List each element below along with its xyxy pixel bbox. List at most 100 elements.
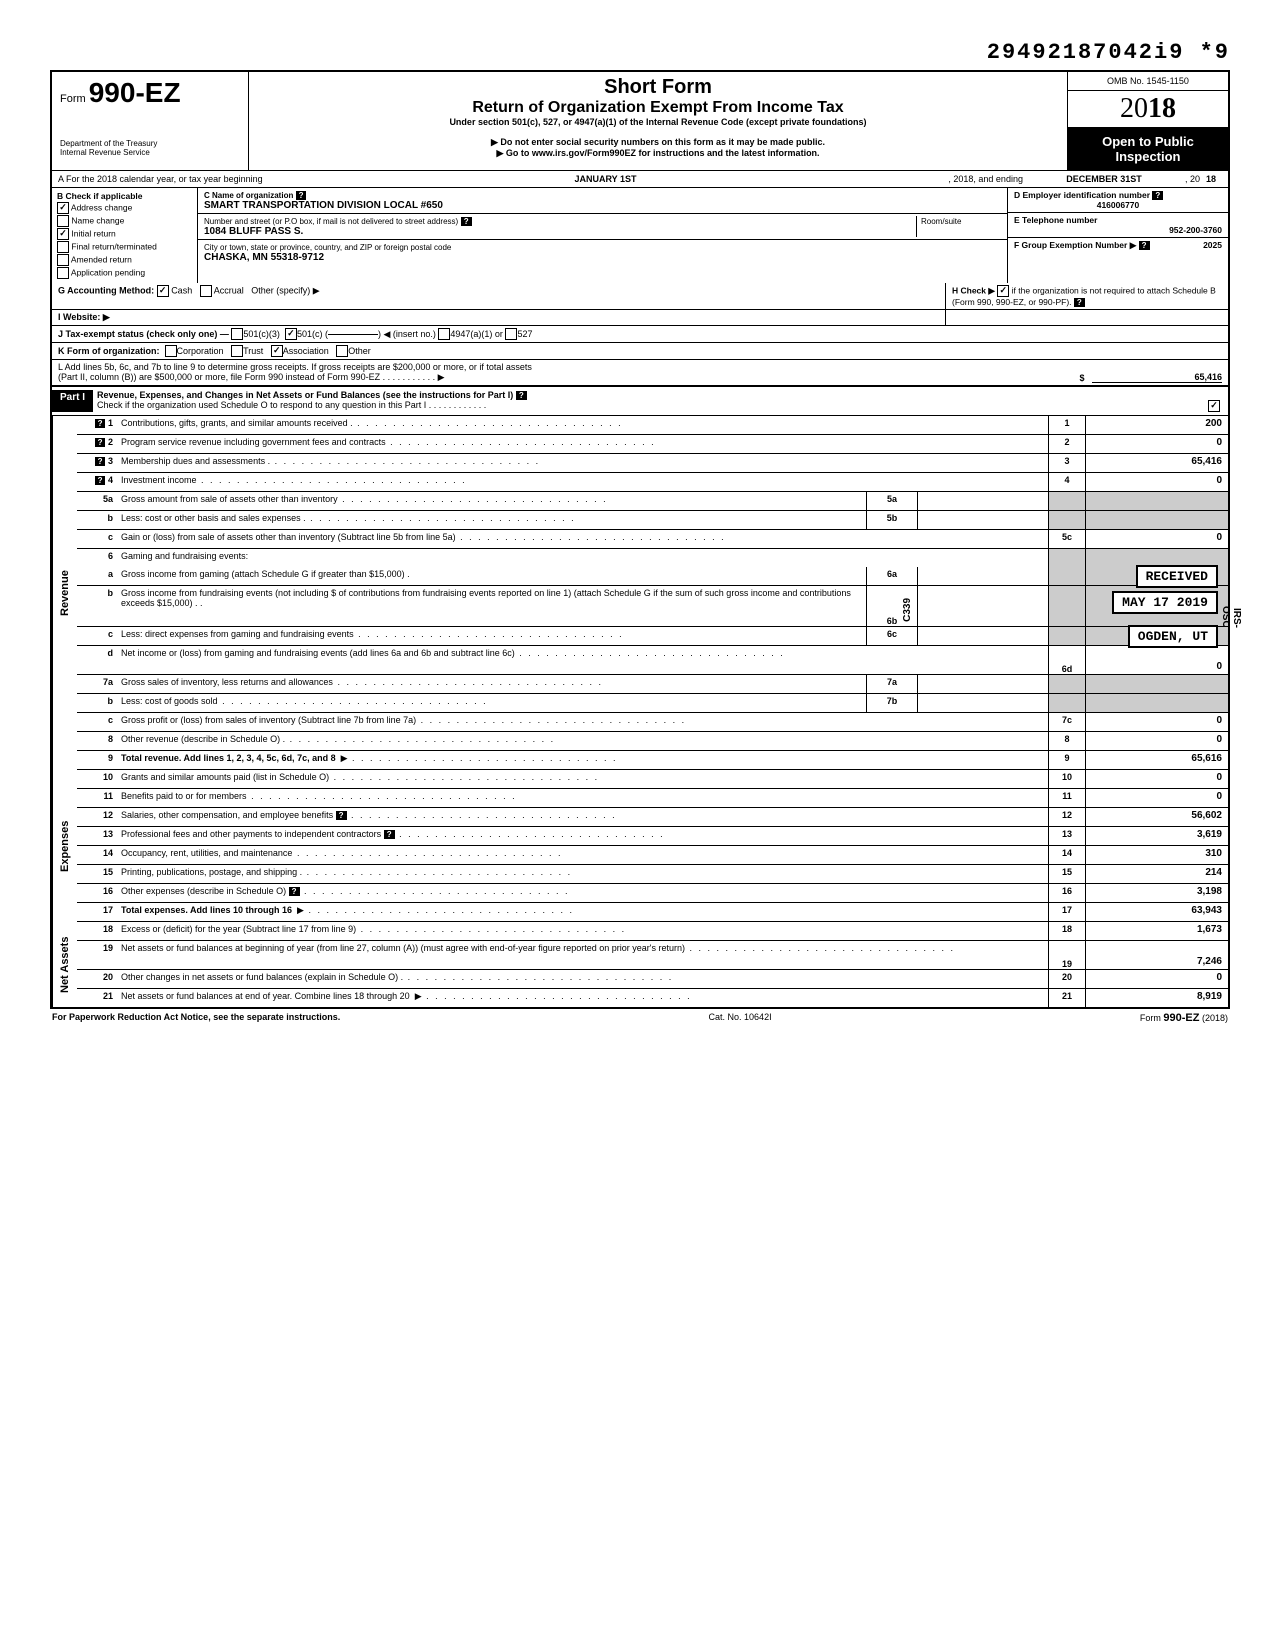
line-18-amt: 1,673 <box>1085 922 1228 940</box>
dept-irs: Internal Revenue Service <box>60 148 240 157</box>
checkbox-final-return[interactable] <box>57 241 69 253</box>
checkbox-4947[interactable] <box>438 328 450 340</box>
line-12-text: Salaries, other compensation, and employ… <box>121 810 333 820</box>
line-17-amt: 63,943 <box>1085 903 1228 921</box>
part-i: Part I Revenue, Expenses, and Changes in… <box>50 387 1230 1009</box>
line-14-desc: Occupancy, rent, utilities, and maintena… <box>117 846 1048 864</box>
footer-right-label: Form <box>1140 1013 1161 1023</box>
line-3-desc: Membership dues and assessments . <box>117 454 1048 472</box>
row-a-begin: JANUARY 1ST <box>269 174 943 184</box>
help-icon[interactable]: ? <box>296 191 307 200</box>
line-17-box: 17 <box>1048 903 1085 921</box>
checkbox-pending[interactable] <box>57 267 69 279</box>
street-value: 1084 BLUFF PASS S. <box>204 226 303 237</box>
checkbox-other-org[interactable] <box>336 345 348 357</box>
form-number: Form 990-EZ <box>60 77 240 109</box>
line-7c-box: 7c <box>1048 713 1085 731</box>
help-icon[interactable]: ? <box>384 830 395 839</box>
row-l-text2: (Part II, column (B)) are $500,000 or mo… <box>58 372 1072 383</box>
line-10-box: 10 <box>1048 770 1085 788</box>
label-pending: Application pending <box>71 267 145 277</box>
checkbox-accrual[interactable] <box>200 285 212 297</box>
row-k: K Form of organization: Corporation Trus… <box>50 343 1230 360</box>
line-14-box: 14 <box>1048 846 1085 864</box>
line-4-box: 4 <box>1048 473 1085 491</box>
checkbox-initial-return[interactable]: ✓ <box>57 228 69 240</box>
help-icon[interactable]: ? <box>95 457 106 466</box>
help-icon[interactable]: ? <box>1139 241 1150 250</box>
line-6a-sub: 6a <box>866 567 917 585</box>
line-7c-desc: Gross profit or (loss) from sales of inv… <box>117 713 1048 731</box>
checkbox-trust[interactable] <box>231 345 243 357</box>
line-5b-desc: Less: cost or other basis and sales expe… <box>117 511 866 529</box>
line-6a-desc: Gross income from gaming (attach Schedul… <box>117 567 866 585</box>
line-6b-desc: Gross income from fundraising events (no… <box>117 586 866 626</box>
checkbox-527[interactable] <box>505 328 517 340</box>
checkbox-corporation[interactable] <box>165 345 177 357</box>
checkbox-501c3[interactable] <box>231 328 243 340</box>
j-label: J Tax-exempt status (check only one) — <box>58 329 229 339</box>
checkbox-name-change[interactable] <box>57 215 69 227</box>
help-icon[interactable]: ? <box>516 391 527 400</box>
line-2-amt: 0 <box>1085 435 1228 453</box>
line-7b-sub: 7b <box>866 694 917 712</box>
line-13-text: Professional fees and other payments to … <box>121 829 381 839</box>
part-i-title: Revenue, Expenses, and Changes in Net As… <box>93 390 1228 412</box>
label-amended: Amended return <box>71 254 132 264</box>
g-label: G Accounting Method: <box>58 285 154 295</box>
part-i-check-text: Check if the organization used Schedule … <box>97 400 486 410</box>
line-4-amt: 0 <box>1085 473 1228 491</box>
footer-left-text: For Paperwork Reduction Act Notice, see … <box>52 1012 340 1022</box>
c339-stamp: C339 <box>902 598 913 622</box>
help-icon[interactable]: ? <box>95 476 106 485</box>
help-icon[interactable]: ? <box>461 217 472 226</box>
i-label: I Website: ▶ <box>58 312 110 322</box>
line-3-amt: 65,416 <box>1085 454 1228 472</box>
subtitle: Under section 501(c), 527, or 4947(a)(1)… <box>259 117 1057 127</box>
expenses-section: Expenses 10Grants and similar amounts pa… <box>52 770 1228 922</box>
note-ssn: ▶ Do not enter social security numbers o… <box>259 137 1057 148</box>
help-icon[interactable]: ? <box>1152 191 1163 200</box>
line-9-desc: Total revenue. Add lines 1, 2, 3, 4, 5c,… <box>117 751 1048 769</box>
label-address-change: Address change <box>71 202 132 212</box>
label-corporation: Corporation <box>177 346 224 356</box>
form-number-big: 990-EZ <box>89 77 181 108</box>
label-501c: 501(c) ( <box>297 329 328 339</box>
row-l-amount: 65,416 <box>1092 372 1222 383</box>
street-label: Number and street (or P.O box, if mail i… <box>204 217 458 226</box>
page-footer: For Paperwork Reduction Act Notice, see … <box>50 1009 1230 1027</box>
form-header: Form 990-EZ Department of the Treasury I… <box>50 70 1230 170</box>
help-icon[interactable]: ? <box>336 811 347 820</box>
checkbox-amended[interactable] <box>57 254 69 266</box>
row-j: J Tax-exempt status (check only one) — 5… <box>50 326 1230 343</box>
line-18-desc: Excess or (deficit) for the year (Subtra… <box>117 922 1048 940</box>
help-icon[interactable]: ? <box>289 887 300 896</box>
checkbox-address-change[interactable]: ✓ <box>57 202 69 214</box>
row-i: I Website: ▶ <box>50 310 1230 326</box>
line-12-box: 12 <box>1048 808 1085 826</box>
col-b-header: B Check if applicable <box>57 191 192 201</box>
line-20-box: 20 <box>1048 970 1085 988</box>
short-form-title: Short Form <box>259 76 1057 99</box>
checkbox-h[interactable]: ✓ <box>997 285 1009 297</box>
ogden-stamp: OGDEN, UT <box>1128 625 1218 648</box>
help-icon[interactable]: ? <box>1074 298 1085 307</box>
line-16-desc: Other expenses (describe in Schedule O) … <box>117 884 1048 902</box>
line-21-text: Net assets or fund balances at end of ye… <box>121 991 410 1001</box>
line-5c-box: 5c <box>1048 530 1085 548</box>
checkbox-schedule-o[interactable]: ✓ <box>1208 400 1220 412</box>
return-title: Return of Organization Exempt From Incom… <box>259 99 1057 117</box>
label-name-change: Name change <box>71 215 124 225</box>
help-icon[interactable]: ? <box>95 438 106 447</box>
h-label: H Check ▶ <box>952 285 995 295</box>
line-21-amt: 8,919 <box>1085 989 1228 1007</box>
checkbox-cash[interactable]: ✓ <box>157 285 169 297</box>
line-6d-box: 6d <box>1048 646 1085 674</box>
checkbox-association[interactable]: ✓ <box>271 345 283 357</box>
help-icon[interactable]: ? <box>95 419 106 428</box>
checkbox-501c[interactable]: ✓ <box>285 328 297 340</box>
line-5b-sub: 5b <box>866 511 917 529</box>
line-16-text: Other expenses (describe in Schedule O) <box>121 886 286 896</box>
row-a-tail-label: , 20 <box>1185 174 1200 184</box>
line-7c-amt: 0 <box>1085 713 1228 731</box>
